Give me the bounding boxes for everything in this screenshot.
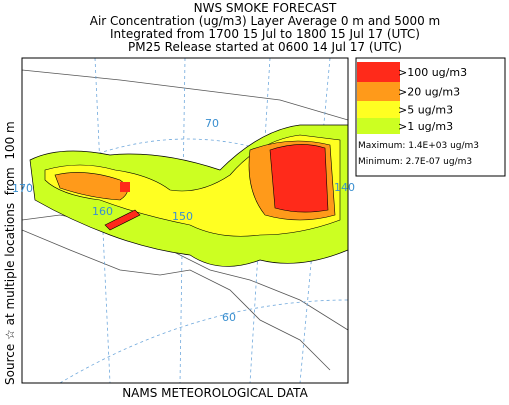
graticule-label: 160: [92, 205, 113, 218]
legend-label: >1 ug/m3: [398, 120, 453, 133]
header-line: Air Concentration (ug/m3) Layer Average …: [90, 14, 441, 28]
footer: NAMS METEOROLOGICAL DATA: [122, 386, 308, 400]
legend-label: >20 ug/m3: [398, 86, 460, 99]
maximum: Maximum: 1.4E+03 ug/m3: [358, 141, 479, 151]
header-line: Integrated from 1700 15 Jul to 1800 15 J…: [110, 27, 420, 41]
legend-swatch: [357, 62, 400, 82]
header-line: PM25 Release started at 0600 14 Jul 17 (…: [128, 40, 402, 54]
legend-swatch: [357, 82, 400, 101]
legend-label: >5 ug/m3: [398, 104, 453, 117]
legend: >100 ug/m3 >20 ug/m3 >5 ug/m3 >1 ug/m3 Maxim…: [355, 57, 506, 177]
graticule-label: 140: [334, 181, 355, 194]
title: NWS SMOKE FORECAST: [194, 1, 337, 15]
graticule-label: 60: [222, 311, 236, 324]
legend-swatch: [357, 118, 400, 134]
legend-label: >100 ug/m3: [398, 66, 467, 79]
source-text: Source ☆ at multiple locations from 100 …: [3, 121, 17, 385]
minimum: Minimum: 2.7E-07 ug/m3: [358, 157, 472, 167]
graticule-label: 150: [172, 210, 193, 223]
graticule-label: 170: [12, 182, 33, 195]
legend-swatch: [357, 101, 400, 118]
graticule-label: 70: [205, 117, 219, 130]
map: 70 170 160 150 140 60: [12, 57, 355, 384]
